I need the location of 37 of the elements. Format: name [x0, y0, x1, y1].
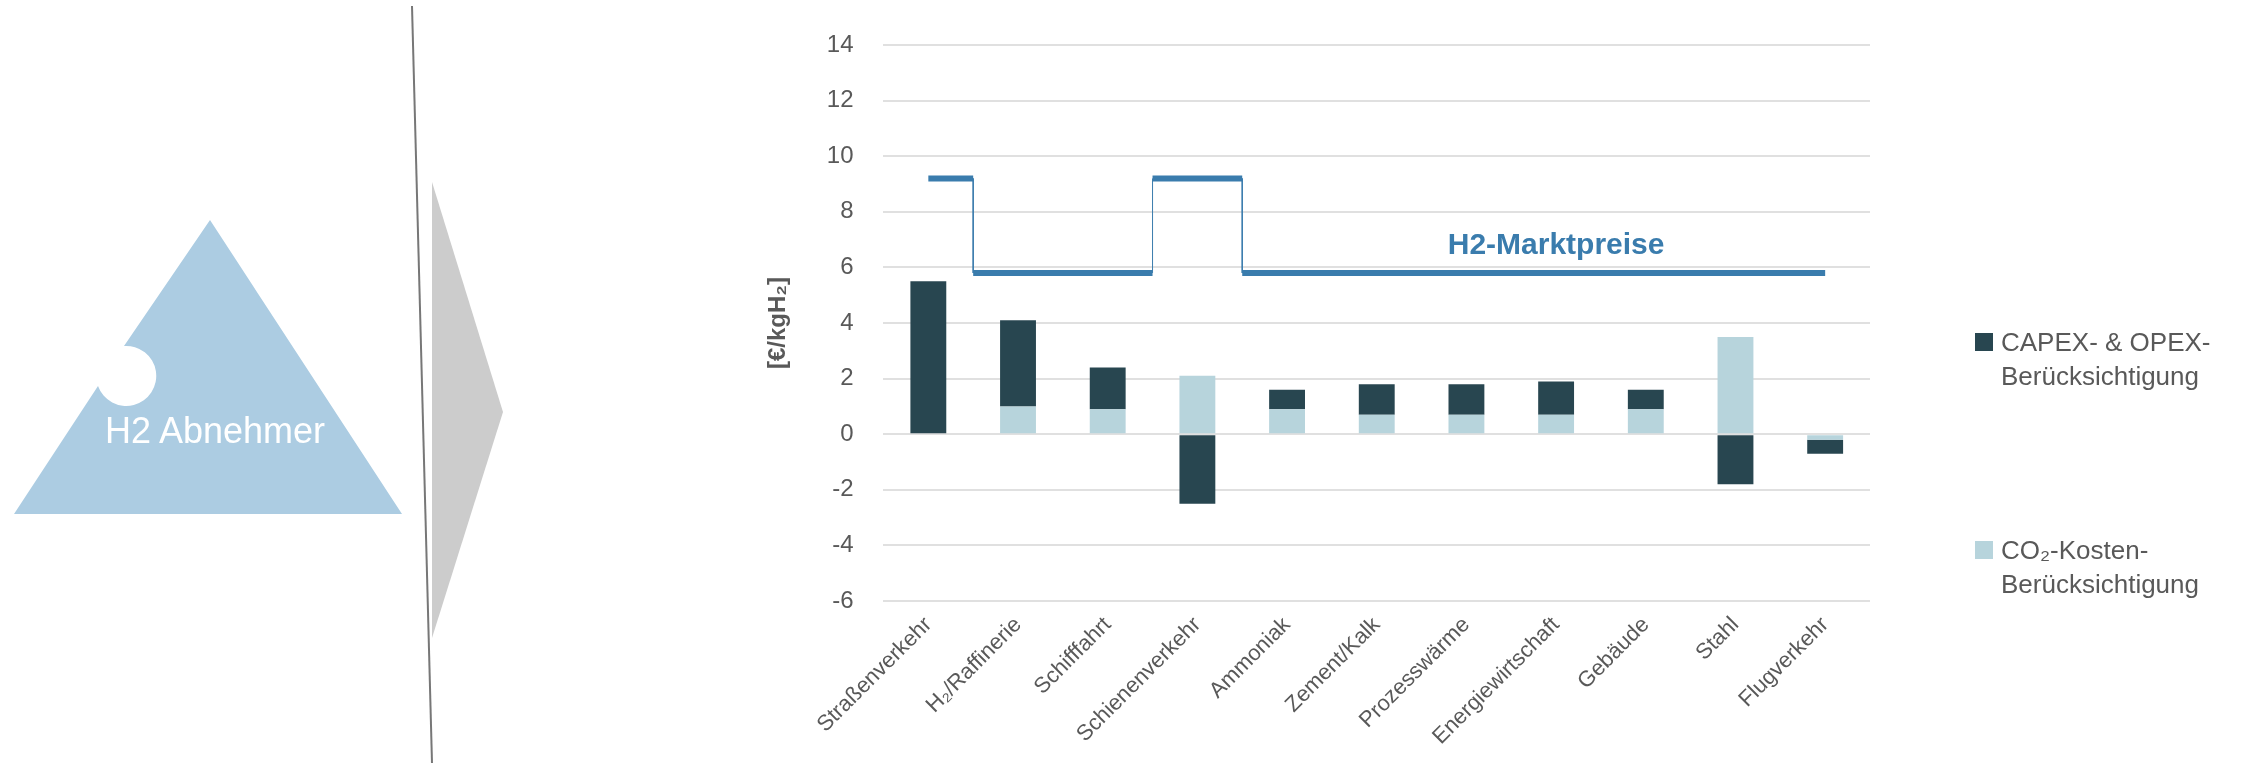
legend-label: CAPEX- & OPEX-Berücksichtigung: [2001, 326, 2212, 393]
y-tick-label: -4: [832, 530, 854, 558]
bar: [1627, 389, 1664, 410]
y-tick-label: 2: [840, 363, 854, 391]
bar: [1807, 439, 1844, 454]
bar: [1538, 381, 1575, 415]
bar: [1179, 435, 1216, 504]
y-tick-label: 6: [840, 252, 854, 280]
series-label: H2-Marktpreise: [1447, 227, 1665, 261]
text: H2 Abnehmer: [103, 409, 327, 453]
bar: [1000, 406, 1036, 434]
bar: [1807, 435, 1844, 440]
bar: [1358, 414, 1395, 434]
bar: [1358, 384, 1395, 415]
bar: [910, 281, 947, 434]
y-tick-label: 8: [840, 196, 854, 224]
bar: [1448, 414, 1485, 434]
y-tick-label: -2: [832, 474, 854, 502]
bar: [1448, 384, 1485, 415]
legend-label: CO₂-Kosten-Berücksichtigung: [2001, 534, 2200, 601]
bar: [1089, 367, 1126, 410]
bar: [1538, 414, 1575, 434]
y-tick-label: -6: [832, 585, 854, 613]
bar: [1627, 409, 1664, 434]
bar: [1000, 320, 1036, 407]
y-tick-label: 0: [840, 418, 854, 446]
bar: [1717, 336, 1754, 434]
y-axis-title: [€/kgH₂]: [763, 277, 791, 370]
bar: [1179, 375, 1216, 434]
bar: [1089, 409, 1126, 434]
y-tick-label: 4: [840, 307, 854, 335]
y-tick-label: 14: [826, 29, 854, 57]
y-tick-label: 10: [826, 140, 854, 168]
y-tick-label: 12: [826, 85, 854, 113]
bar: [1269, 389, 1305, 410]
bar: [1717, 435, 1754, 485]
bar: [1269, 409, 1305, 434]
